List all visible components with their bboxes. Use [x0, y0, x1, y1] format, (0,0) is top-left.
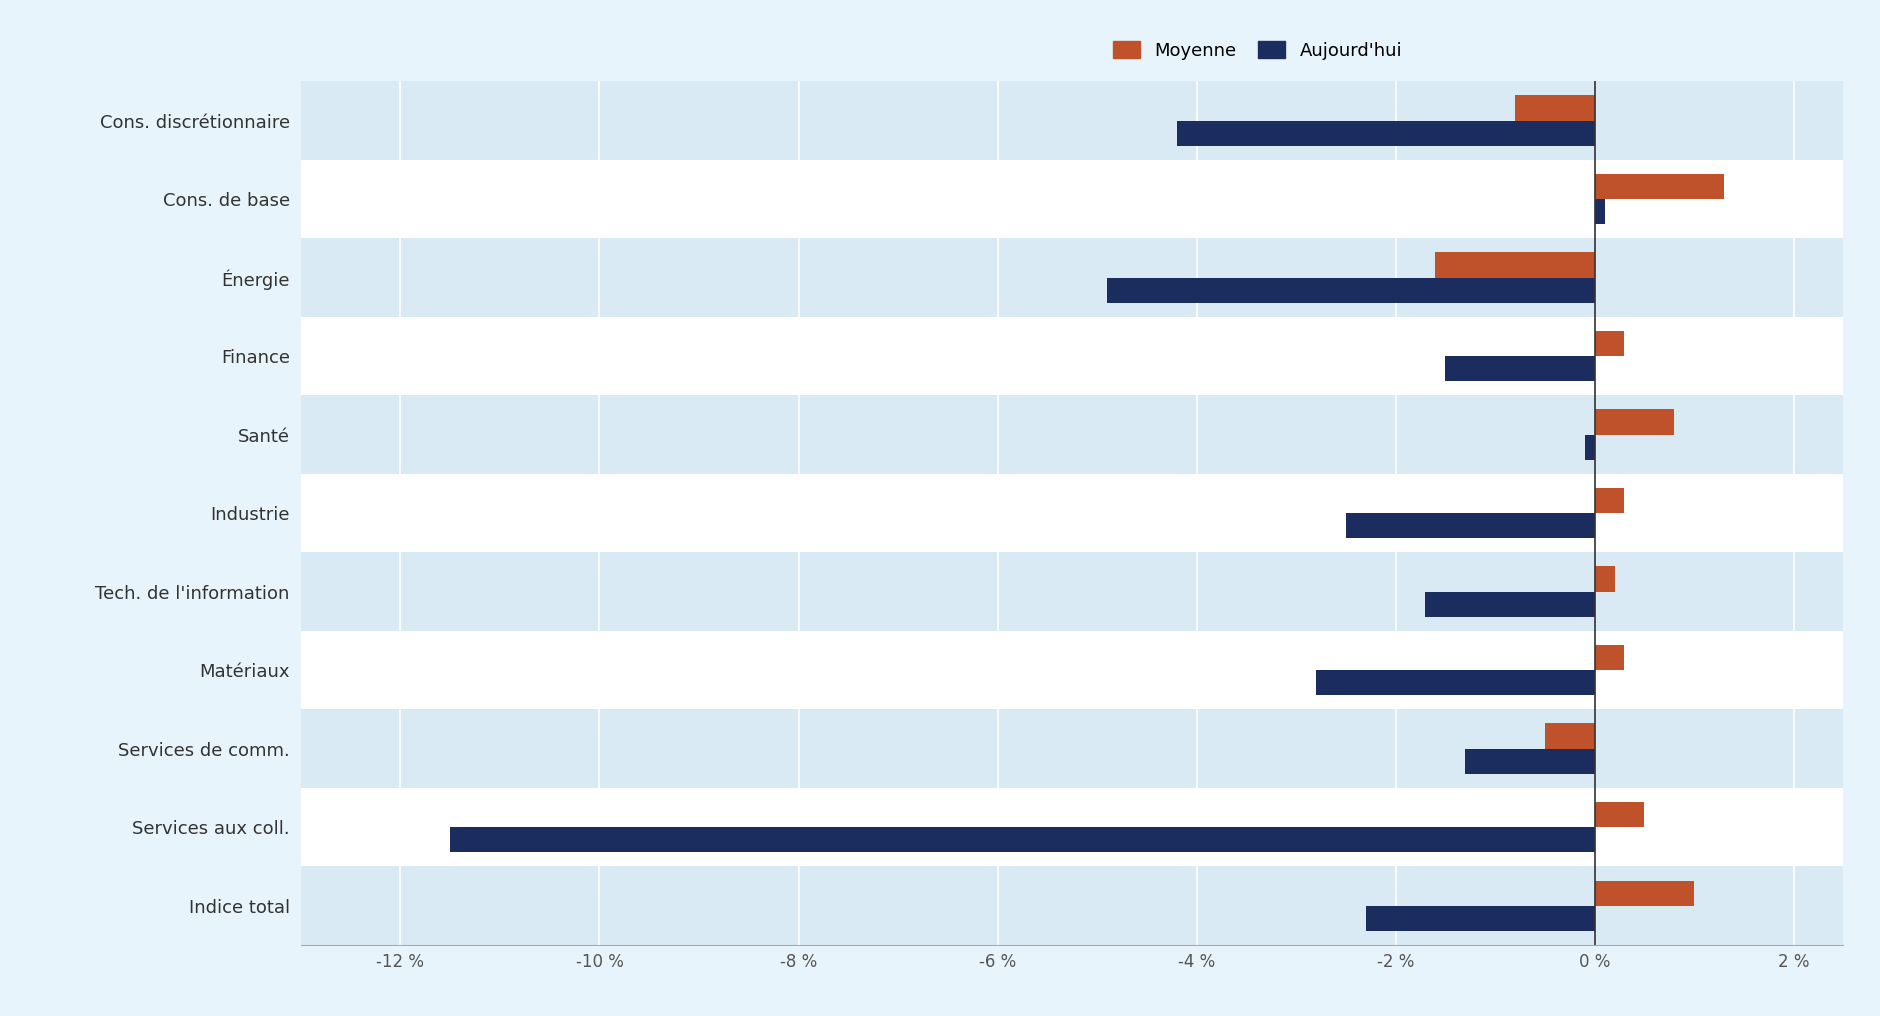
Bar: [1594, 174, 1724, 199]
Bar: [301, 787, 1842, 867]
Bar: [1434, 252, 1594, 277]
Bar: [1594, 567, 1613, 591]
Bar: [1365, 905, 1594, 931]
Bar: [301, 553, 1842, 631]
Bar: [1425, 591, 1594, 617]
Bar: [301, 81, 1842, 160]
Bar: [301, 867, 1842, 945]
Bar: [1594, 645, 1624, 671]
Bar: [1444, 356, 1594, 381]
Bar: [301, 317, 1842, 395]
Bar: [1583, 435, 1594, 459]
Bar: [1594, 802, 1643, 827]
Bar: [1344, 513, 1594, 538]
Bar: [1107, 277, 1594, 303]
Legend: Moyenne, Aujourd'hui: Moyenne, Aujourd'hui: [1105, 35, 1408, 67]
Bar: [1594, 199, 1604, 225]
Bar: [301, 473, 1842, 553]
Bar: [301, 239, 1842, 317]
Bar: [301, 395, 1842, 473]
Bar: [1594, 331, 1624, 356]
Bar: [301, 160, 1842, 239]
Bar: [1594, 881, 1694, 905]
Bar: [1543, 723, 1594, 749]
Bar: [1594, 488, 1624, 513]
Bar: [1177, 121, 1594, 145]
Bar: [301, 631, 1842, 709]
Bar: [1513, 96, 1594, 121]
Bar: [1465, 749, 1594, 774]
Bar: [449, 827, 1594, 852]
Bar: [1594, 409, 1673, 435]
Bar: [1316, 671, 1594, 695]
Bar: [301, 709, 1842, 787]
